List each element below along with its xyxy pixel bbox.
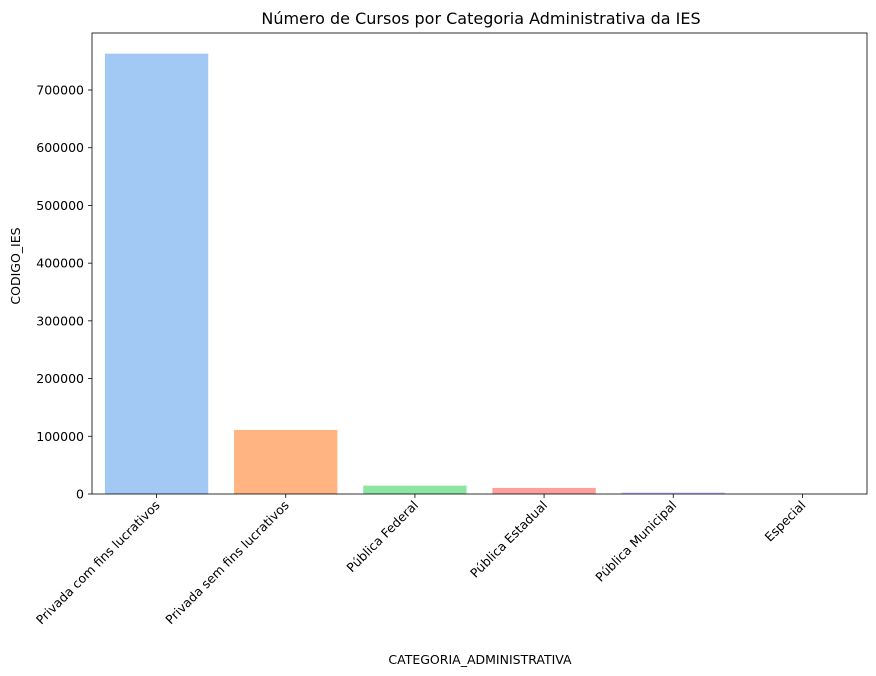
x-axis-label: CATEGORIA_ADMINISTRATIVA (388, 652, 572, 667)
x-tick-label: Pública Municipal (592, 498, 679, 585)
x-tick-label: Privada sem fins lucrativos (162, 498, 292, 628)
x-axis-ticks: Privada com fins lucrativos Privada sem f… (33, 494, 809, 627)
x-tick-label: Pública Estadual (467, 498, 550, 581)
y-tick-label: 100000 (36, 429, 84, 444)
bars-group (104, 53, 855, 494)
bar-2 (234, 429, 338, 494)
y-tick-label: 200000 (36, 371, 84, 386)
x-tick-label: Privada com fins lucrativos (33, 498, 163, 628)
bar-5 (621, 492, 725, 494)
bar-3 (363, 485, 467, 494)
y-tick-label: 600000 (36, 140, 84, 155)
bar-1 (104, 53, 209, 494)
x-tick-label: Especial (762, 498, 809, 545)
x-tick-label: Pública Federal (343, 498, 421, 576)
chart-title: Número de Cursos por Categoria Administr… (261, 9, 700, 28)
bar-4 (492, 487, 596, 494)
y-tick-label: 0 (76, 487, 84, 502)
y-axis-ticks: 0 100000 200000 300000 400000 500000 600000 700… (36, 83, 92, 502)
y-axis-label: CODIGO_IES (8, 227, 23, 304)
plot-area-frame (91, 32, 868, 495)
y-tick-label: 500000 (36, 198, 84, 213)
y-tick-label: 400000 (36, 256, 84, 271)
y-tick-label: 700000 (36, 83, 84, 98)
y-tick-label: 300000 (36, 313, 84, 328)
